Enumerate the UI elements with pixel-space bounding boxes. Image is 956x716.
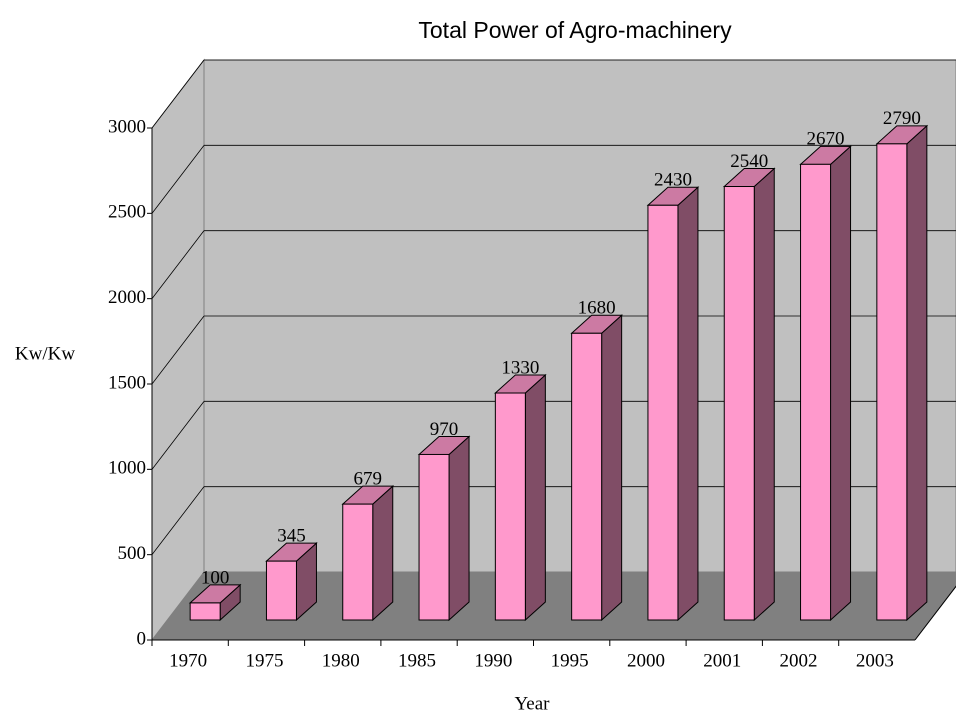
x-tick-label: 2002: [780, 650, 818, 671]
bar-side: [372, 484, 394, 622]
bar: [342, 503, 374, 621]
value-label: 1680: [578, 298, 616, 319]
grid-line: [151, 230, 205, 299]
y-axis-label: Kw/Kw: [15, 343, 75, 364]
grid-line: [151, 59, 205, 129]
y-tick-label: 1000: [108, 458, 146, 479]
value-label: 100: [201, 567, 230, 588]
x-axis-label: Year: [514, 693, 550, 714]
bar-side: [830, 145, 852, 622]
value-label: 2540: [730, 151, 768, 172]
bar: [800, 163, 832, 621]
y-tick-label: 2000: [108, 287, 146, 308]
value-label: 970: [430, 419, 459, 440]
bar: [265, 560, 297, 621]
bar: [189, 602, 221, 621]
x-tick-label: 1970: [169, 650, 207, 671]
bar: [647, 204, 679, 621]
y-tick-label: 3000: [108, 116, 146, 137]
value-label: 1330: [501, 357, 539, 378]
value-label: 345: [277, 525, 306, 546]
bar-side: [753, 167, 775, 622]
floor-edge: [914, 585, 956, 641]
grid-line: [151, 145, 205, 214]
value-label: 2430: [654, 170, 692, 191]
x-tick-label: 2001: [703, 650, 741, 671]
y-tick-label: 1500: [108, 372, 146, 393]
grid-line: [151, 315, 205, 385]
bar: [418, 453, 450, 621]
x-tick-label: 2003: [856, 650, 894, 671]
x-tick-label: 1995: [551, 650, 589, 671]
bar-side: [524, 373, 546, 622]
bar-side: [906, 124, 928, 622]
bar-side: [601, 314, 623, 622]
x-tick-label: 1985: [398, 650, 436, 671]
value-label: 2670: [807, 129, 845, 150]
grid-line: [151, 486, 205, 555]
x-tick-label: 2000: [627, 650, 665, 671]
grid-line: [151, 401, 205, 470]
bar: [723, 186, 755, 621]
y-tick-label: 2500: [108, 202, 146, 223]
value-label: 2790: [883, 108, 921, 129]
y-tick-label: 0: [137, 628, 147, 649]
chart-title: Total Power of Agro-machinery: [418, 17, 732, 43]
bar: [571, 332, 603, 621]
bar-side: [448, 435, 470, 622]
bar-side: [677, 186, 699, 622]
x-tick-label: 1990: [474, 650, 512, 671]
y-tick-label: 500: [118, 543, 147, 564]
bar: [876, 143, 908, 621]
x-tick-label: 1980: [322, 650, 360, 671]
bar: [494, 392, 526, 621]
value-label: 679: [354, 468, 383, 489]
x-tick-label: 1975: [245, 650, 283, 671]
